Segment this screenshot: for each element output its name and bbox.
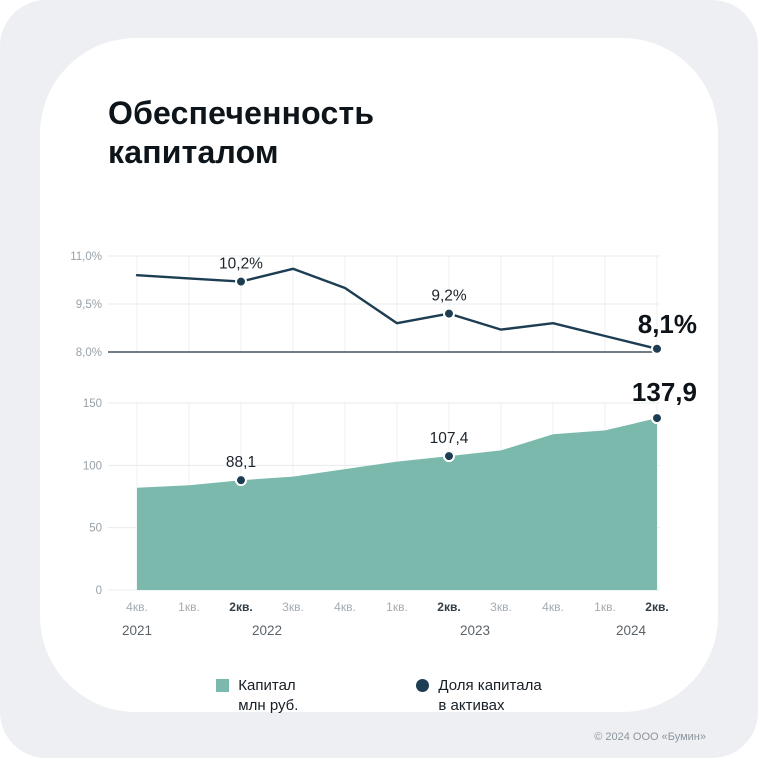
- data-point-marker: [235, 474, 247, 487]
- infographic-card: Обеспеченность капиталом 11,0% 9,5% 8,0% 10…: [40, 38, 718, 715]
- data-point-marker: [651, 412, 663, 425]
- year-label: 2022: [252, 623, 282, 638]
- x-tick-label: 1кв.: [178, 600, 200, 614]
- x-tick-label: 2кв.: [437, 600, 460, 614]
- data-label: 10,2%: [219, 256, 263, 273]
- y-tick-label: 50: [89, 523, 102, 535]
- page-title: Обеспеченность капиталом: [108, 94, 374, 172]
- x-tick-label: 4кв.: [334, 600, 356, 614]
- x-tick-label: 3кв.: [490, 600, 512, 614]
- capital-share-line-chart: 11,0% 9,5% 8,0% 10,2% 9,2% 8,1%: [70, 251, 697, 359]
- x-tick-label: 3кв.: [282, 600, 304, 614]
- data-label: 88,1: [226, 454, 256, 471]
- y-tick-label: 150: [83, 398, 102, 410]
- data-label-emphasis: 8,1%: [638, 309, 697, 339]
- x-tick-label: 1кв.: [594, 600, 616, 614]
- data-point-marker: [443, 307, 455, 320]
- x-tick-label: 4кв.: [126, 600, 148, 614]
- page-title-line1: Обеспеченность: [108, 95, 375, 131]
- capital-share-line: [135, 267, 659, 351]
- chart-legend: Капитал млн руб. Доля капитала в активах: [40, 676, 718, 715]
- data-point-marker: [651, 342, 663, 355]
- data-label: 107,4: [430, 430, 469, 447]
- x-tick-label: 2кв.: [229, 600, 252, 614]
- x-tick-label: 1кв.: [386, 600, 408, 614]
- page-title-line2: капиталом: [108, 134, 279, 171]
- x-tick-label: 4кв.: [542, 600, 564, 614]
- legend-item-capital: Капитал млн руб.: [216, 676, 298, 715]
- legend-item-share: Доля капитала в активах: [416, 676, 542, 715]
- y-tick-label: 0: [96, 585, 102, 597]
- copyright: © 2024 ООО «Бумин»: [594, 731, 706, 743]
- y-tick-label: 9,5%: [76, 299, 102, 311]
- y-tick-label: 100: [83, 460, 102, 472]
- data-point-marker: [235, 275, 247, 288]
- capital-area: [137, 418, 657, 590]
- legend-label-share: Доля капитала в активах: [438, 677, 542, 714]
- capital-series-swatch: [216, 679, 230, 692]
- year-label: 2021: [122, 623, 152, 638]
- y-tick-label: 11,0%: [70, 251, 102, 263]
- data-label-emphasis: 137,9: [632, 377, 697, 407]
- year-label: 2024: [616, 623, 647, 638]
- data-point-marker: [443, 450, 455, 463]
- x-tick-label: 2кв.: [645, 600, 668, 614]
- year-label: 2023: [460, 623, 490, 638]
- legend-label-capital: Капитал млн руб.: [238, 677, 299, 714]
- y-tick-label: 8,0%: [76, 347, 102, 359]
- data-label: 9,2%: [431, 288, 467, 305]
- capital-area-chart: 150 100 50 0 88,1 107,4 137,9 4кв. 1кв. 2кв. 3кв. 4…: [83, 377, 697, 638]
- share-series-swatch: [416, 679, 430, 692]
